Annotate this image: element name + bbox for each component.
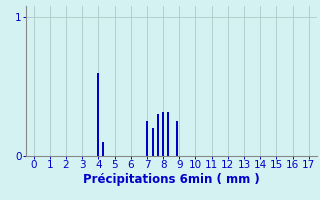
- Bar: [157, 114, 159, 156]
- Bar: [176, 121, 178, 156]
- Bar: [167, 112, 169, 156]
- X-axis label: Précipitations 6min ( mm ): Précipitations 6min ( mm ): [83, 173, 260, 186]
- Bar: [152, 128, 154, 156]
- Bar: [97, 73, 100, 156]
- Bar: [102, 142, 104, 156]
- Bar: [146, 121, 148, 156]
- Bar: [162, 112, 164, 156]
